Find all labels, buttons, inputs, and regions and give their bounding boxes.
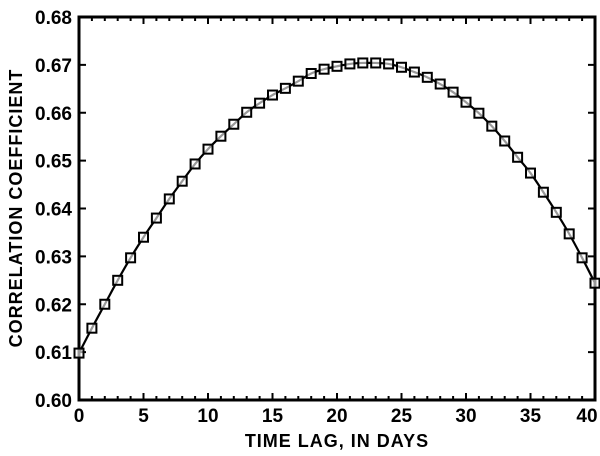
data-point-marker — [331, 60, 343, 72]
y-tick-label: 0.67 — [35, 56, 72, 77]
y-tick-label: 0.66 — [35, 104, 72, 125]
x-tick-label: 20 — [326, 406, 347, 427]
data-point-marker — [150, 212, 162, 224]
data-point-marker — [228, 118, 240, 130]
data-point-marker — [86, 322, 98, 334]
data-point-marker — [421, 71, 433, 83]
data-point-marker — [215, 130, 227, 142]
x-axis-ticks: 0 5 10 15 20 25 30 35 40 — [74, 406, 598, 427]
x-tick-label: 40 — [576, 406, 597, 427]
x-tick-label: 10 — [197, 406, 218, 427]
plot-frame — [77, 15, 597, 402]
x-tick-label: 15 — [262, 406, 284, 427]
data-point-marker — [473, 107, 485, 119]
data-point-marker — [279, 82, 291, 94]
data-point-marker — [447, 86, 459, 98]
y-tick-label: 0.62 — [35, 295, 72, 316]
y-tick-label: 0.60 — [35, 391, 72, 412]
data-point-marker — [525, 167, 536, 179]
data-point-marker — [499, 135, 511, 147]
data-point-marker — [138, 231, 149, 243]
data-point-marker — [408, 66, 420, 78]
data-point-marker — [383, 58, 395, 70]
data-point-marker — [241, 106, 253, 118]
x-tick-label: 30 — [455, 406, 476, 427]
data-point-marker — [202, 143, 214, 155]
x-tick-label: 25 — [391, 406, 413, 427]
x-minor-ticks — [78, 17, 596, 400]
data-point-marker — [486, 120, 498, 132]
data-point-marker — [73, 347, 85, 359]
x-axis-title: TIME LAG, IN DAYS — [245, 431, 429, 451]
y-tick-label: 0.64 — [35, 200, 72, 221]
data-point-marker — [370, 57, 382, 69]
data-point-marker — [112, 274, 124, 286]
data-point-marker — [125, 252, 137, 264]
data-point-marker — [99, 298, 111, 310]
data-point-marker — [254, 97, 266, 109]
data-point-marker — [318, 63, 330, 75]
series-line — [78, 61, 596, 354]
data-point-marker — [305, 67, 317, 79]
data-point-marker — [189, 158, 201, 170]
data-point-marker — [460, 96, 472, 108]
y-axis-title: CORRELATION COEFFICIENT — [6, 69, 26, 348]
x-tick-label: 0 — [74, 406, 85, 427]
y-axis-ticks: 0.60 0.61 0.62 0.63 0.64 0.65 0.66 0.67 0.68 — [35, 8, 595, 412]
y-tick-label: 0.68 — [35, 8, 72, 29]
x-tick-label: 5 — [138, 406, 149, 427]
data-point-marker — [537, 186, 549, 198]
data-point-marker — [563, 228, 575, 240]
data-point-marker — [292, 75, 304, 87]
data-point-marker — [589, 277, 600, 289]
data-point-marker — [576, 252, 588, 264]
data-point-marker — [550, 206, 562, 218]
data-point-marker — [267, 89, 278, 101]
y-tick-label: 0.65 — [35, 152, 72, 173]
data-point-marker — [163, 193, 175, 205]
y-tick-label: 0.63 — [35, 247, 72, 268]
data-point-marker — [176, 175, 188, 187]
data-point-marker — [434, 78, 446, 90]
y-tick-label: 0.61 — [35, 343, 72, 364]
data-point-marker — [344, 58, 356, 70]
data-point-marker — [396, 61, 407, 73]
data-point-marker — [512, 151, 524, 163]
x-tick-label: 35 — [520, 406, 542, 427]
series-markers — [73, 57, 600, 359]
data-point-marker — [357, 57, 369, 69]
